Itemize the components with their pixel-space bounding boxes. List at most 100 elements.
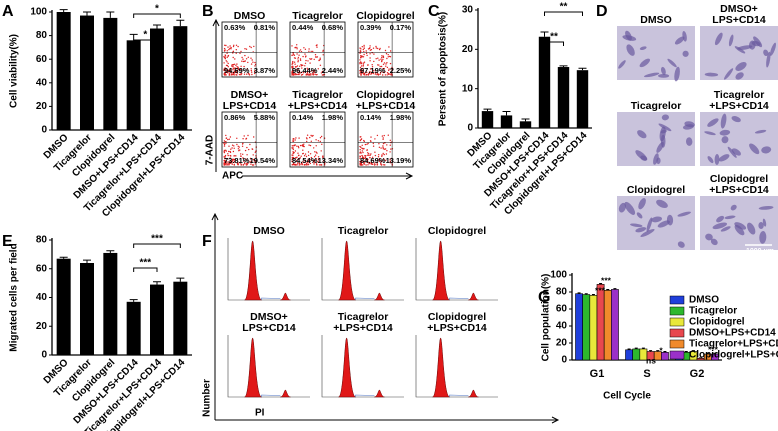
error-bar	[176, 277, 185, 282]
image-title: Clopidogrel	[710, 173, 768, 185]
flow-event	[369, 45, 371, 47]
flow-event	[229, 72, 231, 74]
error-bar	[483, 108, 492, 112]
flow-event	[294, 73, 296, 75]
flow-event	[381, 59, 383, 62]
flow-event	[233, 63, 236, 65]
y-axis-label: Persent of apoptosis(%)	[438, 12, 449, 126]
flow-event	[379, 65, 381, 68]
flow-event	[299, 49, 302, 51]
flow-event	[302, 153, 304, 155]
flow-event	[305, 162, 308, 165]
flow-event	[376, 74, 378, 76]
error-bar	[684, 351, 688, 353]
cell	[637, 130, 647, 139]
flow-event	[301, 67, 303, 69]
flow-event	[361, 154, 363, 157]
flow-event	[319, 137, 322, 139]
flow-event	[227, 154, 229, 157]
bar	[481, 111, 494, 128]
flow-event	[389, 158, 391, 160]
flow-event	[232, 65, 234, 68]
flow-event	[384, 74, 387, 76]
bar	[103, 17, 118, 130]
flow-event	[251, 148, 253, 150]
flow-event	[225, 161, 227, 163]
flow-event	[224, 44, 226, 46]
bar	[589, 295, 598, 361]
flow-event	[296, 160, 298, 162]
flow-event	[386, 74, 388, 76]
error-bar	[606, 288, 610, 291]
flow-event	[359, 149, 361, 151]
histogram-title: Ticagrelor	[338, 225, 389, 237]
flow-event	[363, 44, 365, 47]
y-tick-label: 20	[36, 101, 48, 112]
flow-event	[307, 73, 309, 75]
flow-event	[227, 69, 229, 72]
flow-event	[365, 50, 367, 52]
cell	[714, 154, 720, 165]
flow-event	[389, 62, 392, 65]
flow-event	[254, 70, 256, 72]
flow-event	[305, 59, 307, 62]
flow-event	[293, 152, 295, 154]
image-title: LPS+CD14	[712, 14, 766, 26]
quadrant-percent: 1.98%	[322, 113, 344, 122]
image-title: +LPS+CD14	[709, 100, 769, 112]
flow-event	[363, 161, 365, 163]
flow-event	[224, 149, 227, 151]
y-tick-label: 100	[30, 7, 47, 18]
flow-event	[314, 151, 316, 153]
flow-event	[245, 158, 247, 160]
flow-plot-frame	[357, 111, 414, 168]
quadrant-percent: 0.17%	[390, 23, 412, 32]
flow-event	[319, 58, 321, 61]
flow-event	[312, 74, 315, 76]
flow-event	[296, 68, 298, 71]
flow-event	[360, 65, 363, 67]
y-tick-label: 30	[462, 5, 474, 16]
flow-event	[383, 134, 385, 137]
flow-event	[311, 73, 313, 75]
flow-event	[304, 70, 306, 73]
quadrant-percent: 2.25%	[390, 66, 412, 75]
flow-event	[292, 60, 294, 63]
flow-event	[314, 56, 317, 58]
image-title: DMSO	[640, 14, 672, 26]
flow-event	[297, 154, 300, 157]
cell	[721, 136, 729, 144]
flow-event	[224, 163, 227, 165]
cell	[639, 46, 647, 51]
axis-arrow	[212, 18, 414, 180]
bar	[625, 349, 633, 361]
flow-event	[389, 73, 391, 75]
flow-event	[254, 61, 256, 64]
flow-event	[360, 146, 362, 148]
flow-event	[378, 146, 381, 148]
flow-event	[376, 164, 378, 166]
flow-event	[376, 134, 379, 137]
flow-event	[305, 163, 307, 166]
bar	[538, 36, 551, 128]
flow-event	[300, 74, 303, 76]
flow-event	[224, 67, 226, 69]
flow-plot-frame	[289, 111, 346, 168]
flow-event	[236, 72, 239, 74]
flow-event	[254, 161, 256, 164]
flow-event	[318, 59, 320, 62]
flow-event	[226, 61, 228, 63]
flow-event	[314, 54, 317, 56]
flow-event	[223, 162, 225, 164]
flow-event	[321, 70, 324, 73]
flow-event	[223, 140, 226, 142]
flow-event	[359, 157, 361, 159]
flow-event	[375, 72, 377, 74]
flow-event	[294, 139, 296, 141]
flow-event	[306, 67, 308, 70]
quadrant-percent: 0.14%	[360, 113, 382, 122]
flow-event	[310, 74, 312, 76]
flow-event	[304, 53, 306, 55]
flow-event	[230, 148, 232, 150]
